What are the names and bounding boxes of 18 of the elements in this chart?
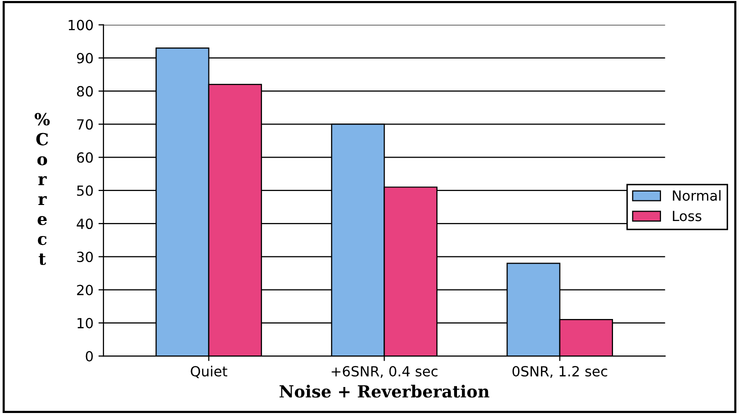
- y-tick-label: 50: [77, 185, 93, 196]
- y-tick-label: 40: [76, 218, 93, 230]
- legend-label: Loss: [672, 210, 702, 222]
- x-tick-label: 0SNR, 1.2 sec: [512, 366, 608, 378]
- y-tick-label: 60: [77, 152, 93, 163]
- y-tick-label: 30: [77, 252, 93, 262]
- y-tick-label: 90: [76, 52, 93, 64]
- y-tick-label: 10: [78, 318, 93, 328]
- y-tick-label: 20: [77, 284, 93, 296]
- y-tick-label: 70: [77, 119, 93, 130]
- legend-label: Normal: [672, 190, 721, 201]
- y-tick-label: 0: [86, 351, 93, 362]
- x-tick-label: +6SNR, 0.4 sec: [332, 366, 438, 378]
- y-axis-title: % C o r r e c t: [34, 112, 50, 266]
- y-tick-label: 100: [68, 20, 93, 30]
- y-tick-label: 80: [77, 86, 93, 97]
- x-tick-label: Quiet: [190, 366, 228, 378]
- x-axis-title: Noise + Reverberation: [280, 384, 490, 398]
